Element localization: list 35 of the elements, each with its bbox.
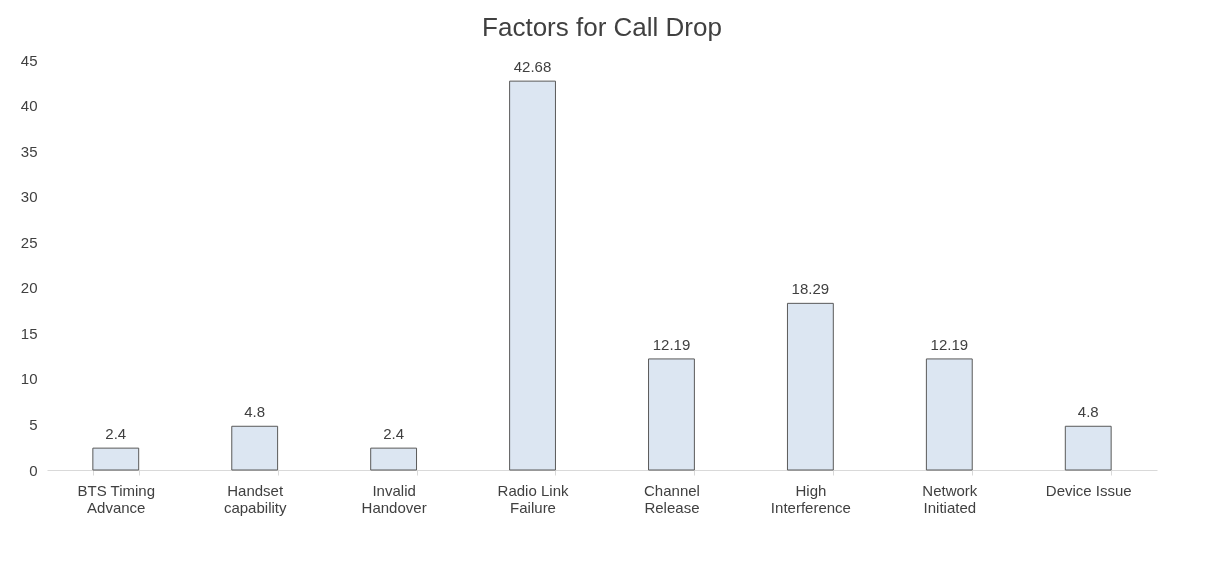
x-tick-label: Handset capability [223,481,287,516]
y-tick-label: 25 [20,233,38,251]
data-label: 4.8 [1077,403,1099,421]
data-label: 12.19 [930,335,969,353]
bar [92,447,140,471]
data-label: 2.4 [105,425,127,443]
data-label: 18.29 [791,280,830,298]
y-tick-label: 0 [29,461,38,479]
bar [1064,425,1112,471]
data-label: 2.4 [383,425,405,443]
x-tick-label: Network Initiated [922,481,978,516]
y-tick-label: 5 [29,415,38,433]
y-tick-label: 45 [20,51,38,69]
y-tick-label: 10 [20,370,38,388]
bar [648,358,695,471]
x-tick-label: Invalid Handover [361,481,427,516]
bar [786,302,834,471]
y-tick-label: 20 [20,279,38,297]
x-tick-label: Device Issue [1045,481,1132,499]
x-tick-label: High Interference [770,481,851,516]
data-label: 42.68 [513,58,552,76]
x-tick-label: BTS Timing Advance [77,481,156,516]
data-label: 12.19 [652,335,691,353]
bar [925,358,973,471]
y-tick-label: 35 [20,142,38,160]
y-tick-label: 40 [20,97,38,115]
y-tick-label: 30 [20,188,38,206]
bar [370,447,418,471]
x-tick-label: Radio Link Failure [497,481,569,516]
bar [509,80,556,471]
data-label: 4.8 [244,403,266,421]
y-tick-label: 15 [20,324,38,342]
chart-title: Factors for Call Drop [482,12,722,42]
bar [231,425,279,471]
x-tick-label: Channel Release [644,481,700,516]
